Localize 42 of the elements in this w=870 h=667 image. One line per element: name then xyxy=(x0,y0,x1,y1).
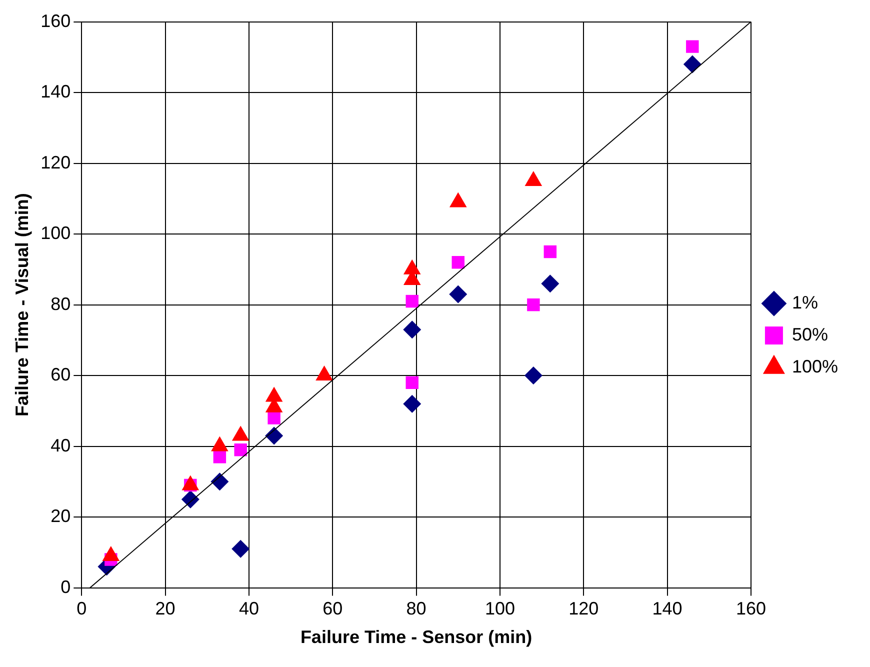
x-tick-label: 20 xyxy=(155,598,176,619)
point xyxy=(406,294,418,308)
y-tick-label: 160 xyxy=(40,10,71,31)
y-tick-label: 100 xyxy=(40,223,71,244)
y-tick-label: 140 xyxy=(40,82,71,102)
point xyxy=(232,540,250,558)
y-axis-title: Failure Time - Visual (min) xyxy=(12,193,32,417)
legend-label: 100% xyxy=(792,356,838,376)
point xyxy=(403,320,422,339)
point xyxy=(210,472,229,491)
point xyxy=(265,426,284,445)
point xyxy=(406,376,418,389)
point xyxy=(213,450,226,464)
x-tick-label: 120 xyxy=(568,598,599,619)
point xyxy=(541,274,560,293)
y-tick-label: 20 xyxy=(50,506,71,526)
point xyxy=(449,285,468,304)
x-axis-title: Failure Time - Sensor (min) xyxy=(300,627,532,648)
point xyxy=(544,245,557,258)
point xyxy=(686,40,699,53)
x-tick-label: 60 xyxy=(322,598,343,619)
y-tick-label: 60 xyxy=(50,364,71,385)
x-tick-label: 80 xyxy=(406,598,426,619)
point xyxy=(403,394,422,413)
y-tick-label: 120 xyxy=(40,152,71,172)
point xyxy=(683,55,702,74)
point xyxy=(452,256,464,269)
x-tick-label: 100 xyxy=(484,598,515,619)
y-tick-label: 0 xyxy=(60,576,71,597)
x-tick-label: 140 xyxy=(652,598,682,619)
y-tick-label: 80 xyxy=(50,294,71,314)
x-tick-label: 0 xyxy=(76,598,87,619)
point xyxy=(268,412,280,424)
y-tick-label: 40 xyxy=(50,435,71,456)
point xyxy=(234,443,247,456)
point xyxy=(527,298,540,312)
legend-label: 1% xyxy=(792,292,818,312)
point xyxy=(524,366,542,385)
legend-label: 50% xyxy=(792,324,828,344)
x-tick-label: 160 xyxy=(736,598,766,619)
point xyxy=(181,490,200,508)
x-tick-label: 40 xyxy=(238,598,259,619)
